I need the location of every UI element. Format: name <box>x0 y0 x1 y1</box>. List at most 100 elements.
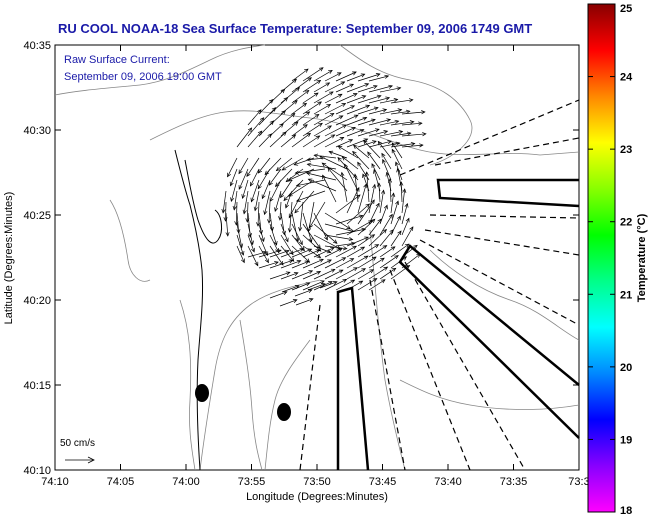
current-vector <box>274 190 282 212</box>
current-vector <box>258 107 277 126</box>
current-vector <box>346 116 368 126</box>
current-vector <box>335 105 356 115</box>
current-vector <box>280 100 298 115</box>
current-vector <box>368 108 388 115</box>
current-vector <box>381 152 392 170</box>
x-axis-label: Longitude (Degrees:Minutes) <box>246 491 388 503</box>
current-vector <box>357 256 377 269</box>
colorbar-tick-label: 25 <box>620 3 632 15</box>
current-vector <box>293 157 315 166</box>
current-vector <box>313 69 333 82</box>
current-vector <box>387 178 393 203</box>
y-tick-label: 40:35 <box>23 40 51 52</box>
current-vector <box>335 139 354 148</box>
current-vector <box>394 161 403 181</box>
plot-frame <box>54 44 580 471</box>
current-vector <box>291 124 308 137</box>
current-vector <box>399 181 404 203</box>
beam-outline-south <box>336 286 370 471</box>
current-vector <box>376 182 382 203</box>
current-vector <box>368 130 389 137</box>
colorbar-tick-label: 23 <box>620 144 632 156</box>
current-vector <box>335 83 355 93</box>
current-vector <box>238 168 249 190</box>
current-vector <box>313 134 336 148</box>
current-vector <box>269 131 287 148</box>
current-vector <box>346 128 365 137</box>
current-vector <box>346 73 366 82</box>
current-vector <box>324 212 352 230</box>
current-vector <box>269 249 290 258</box>
current-vector <box>346 236 369 247</box>
current-vector <box>258 133 273 148</box>
current-vector <box>335 227 367 236</box>
current-vector <box>368 183 377 214</box>
current-vector <box>269 234 279 253</box>
current-vector <box>250 179 260 203</box>
contour-line <box>54 44 266 96</box>
current-vector <box>256 201 261 227</box>
current-vector <box>291 270 314 280</box>
current-vector <box>236 127 253 148</box>
y-tick-label: 40:30 <box>23 125 51 137</box>
current-vector <box>291 77 312 93</box>
current-vector <box>324 81 346 93</box>
current-vector <box>232 190 238 211</box>
beam-line <box>434 137 580 166</box>
current-vector <box>281 285 300 293</box>
current-vector <box>229 168 238 187</box>
beam-line <box>419 239 580 326</box>
current-vector <box>401 202 409 225</box>
coastline <box>174 149 223 471</box>
current-vector <box>379 119 400 126</box>
y-tick-label: 40:15 <box>23 380 51 392</box>
current-vector <box>250 168 260 187</box>
current-vector <box>307 178 337 192</box>
current-vector <box>291 248 313 258</box>
current-vector <box>324 245 348 251</box>
current-vector <box>269 179 282 203</box>
current-vector <box>390 256 408 269</box>
bathymetry-contours <box>54 44 580 471</box>
current-vector <box>390 131 412 137</box>
current-vector <box>401 253 421 269</box>
current-vector <box>379 213 393 236</box>
current-vector <box>357 234 376 247</box>
current-vector <box>302 101 322 115</box>
beam-outline-east <box>436 178 580 208</box>
current-vector <box>324 137 345 148</box>
current-vector <box>324 124 348 137</box>
current-vector <box>291 223 303 246</box>
colorbar-ticks: 25 24 23 22 21 20 19 18 <box>588 3 633 517</box>
x-tick-label: 73:45 <box>369 476 397 488</box>
current-vector <box>401 143 424 148</box>
current-vector <box>357 94 382 104</box>
current-vector <box>357 84 378 93</box>
current-vector <box>294 190 315 214</box>
current-vector <box>390 120 415 126</box>
current-vector <box>261 179 271 200</box>
current-vector <box>367 151 381 170</box>
y-axis-ticks: 40:35 40:30 40:25 40:20 40:15 40:10 <box>23 40 579 477</box>
current-vector <box>302 280 325 291</box>
current-vector <box>302 212 313 243</box>
scale-label: 50 cm/s <box>60 438 95 449</box>
current-vector <box>357 106 379 115</box>
current-vector <box>335 267 358 280</box>
current-vector <box>390 141 416 148</box>
current-vector <box>335 126 356 137</box>
current-vector <box>368 74 390 82</box>
current-vector <box>242 190 249 215</box>
current-vector <box>327 167 348 192</box>
current-vector <box>401 244 418 258</box>
colorbar-tick-label: 18 <box>620 505 632 517</box>
current-vector <box>346 280 364 291</box>
current-vector <box>341 156 359 170</box>
current-vector <box>280 134 297 148</box>
current-annotation-line1: Raw Surface Current: <box>64 54 170 66</box>
x-tick-label: 74:00 <box>172 476 200 488</box>
current-vector <box>279 299 298 307</box>
x-tick-label: 73:3 <box>568 476 589 488</box>
current-vector <box>307 283 326 291</box>
